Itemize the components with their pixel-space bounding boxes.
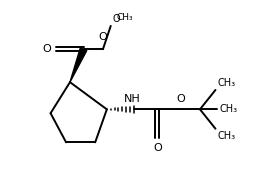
- Polygon shape: [70, 48, 87, 82]
- Text: O: O: [99, 32, 107, 42]
- Text: CH₃: CH₃: [217, 131, 236, 141]
- Text: O: O: [43, 44, 51, 54]
- Text: O: O: [176, 93, 185, 103]
- Text: NH: NH: [124, 95, 140, 105]
- Text: CH₃: CH₃: [219, 104, 237, 114]
- Text: O: O: [113, 14, 120, 24]
- Text: CH₃: CH₃: [117, 13, 133, 22]
- Text: CH₃: CH₃: [217, 78, 236, 88]
- Text: O: O: [153, 143, 162, 153]
